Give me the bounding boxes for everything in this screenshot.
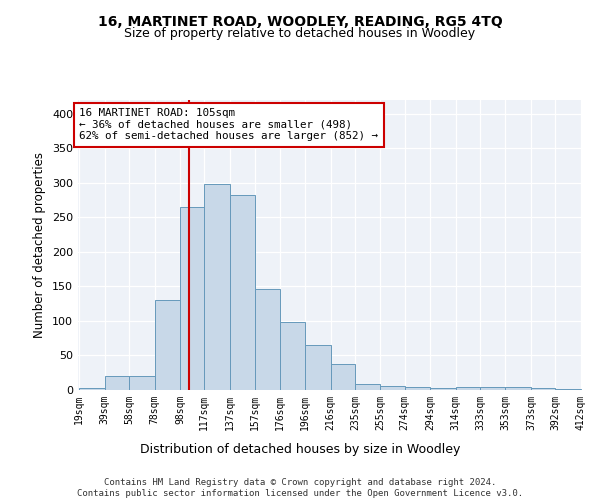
- Bar: [256, 288, 280, 390]
- Bar: [380, 386, 404, 390]
- Bar: [430, 388, 455, 390]
- Bar: [180, 207, 205, 390]
- Text: Distribution of detached houses by size in Woodley: Distribution of detached houses by size …: [140, 442, 460, 456]
- Text: 16 MARTINET ROAD: 105sqm
← 36% of detached houses are smaller (498)
62% of semi-: 16 MARTINET ROAD: 105sqm ← 36% of detach…: [79, 108, 378, 142]
- Text: 16, MARTINET ROAD, WOODLEY, READING, RG5 4TQ: 16, MARTINET ROAD, WOODLEY, READING, RG5…: [98, 15, 502, 29]
- Text: Size of property relative to detached houses in Woodley: Size of property relative to detached ho…: [124, 28, 476, 40]
- Bar: [105, 376, 129, 390]
- Bar: [230, 194, 256, 390]
- Bar: [205, 184, 230, 390]
- Bar: [280, 322, 305, 390]
- Bar: [505, 387, 531, 390]
- Y-axis label: Number of detached properties: Number of detached properties: [34, 152, 46, 338]
- Bar: [355, 384, 380, 390]
- Bar: [555, 388, 581, 390]
- Bar: [129, 376, 155, 390]
- Bar: [79, 388, 105, 390]
- Bar: [305, 345, 331, 390]
- Bar: [331, 364, 355, 390]
- Bar: [455, 386, 480, 390]
- Bar: [480, 386, 505, 390]
- Bar: [155, 300, 180, 390]
- Text: Contains HM Land Registry data © Crown copyright and database right 2024.
Contai: Contains HM Land Registry data © Crown c…: [77, 478, 523, 498]
- Bar: [404, 386, 430, 390]
- Bar: [531, 388, 555, 390]
